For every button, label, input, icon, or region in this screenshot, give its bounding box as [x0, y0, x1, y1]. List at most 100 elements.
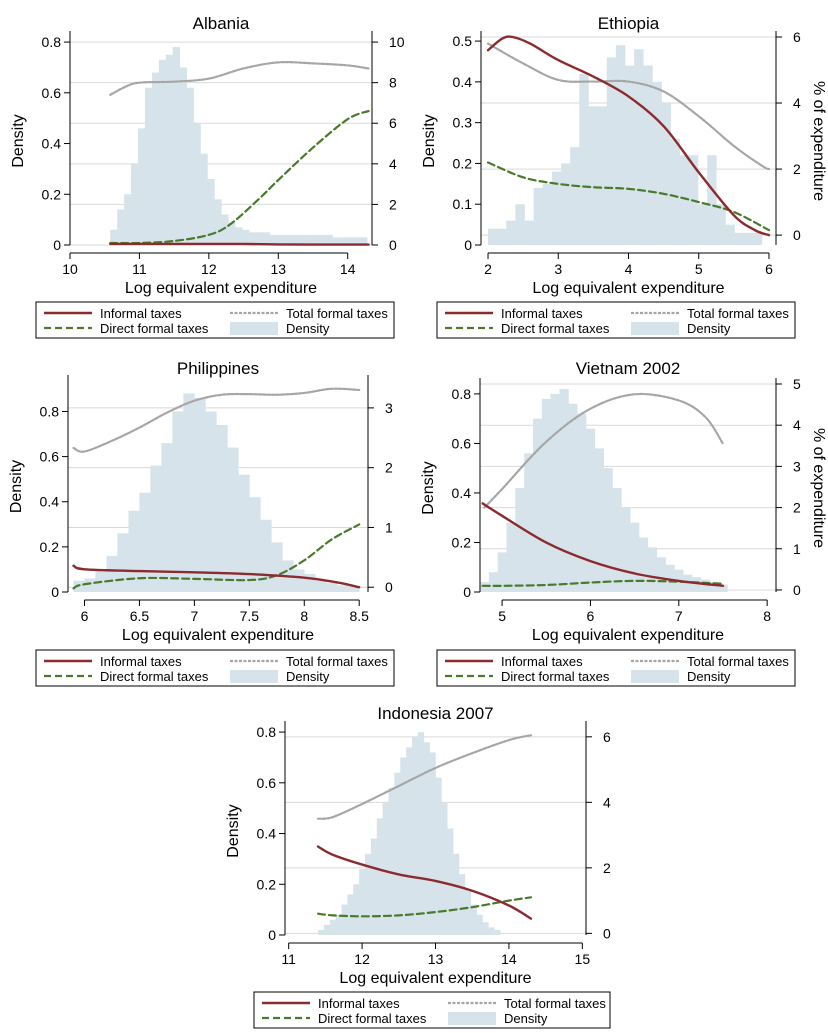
- density-bar: [311, 234, 319, 245]
- density-bar: [542, 183, 553, 245]
- density-bar: [183, 393, 195, 592]
- density-bar: [515, 204, 525, 245]
- density-bar: [624, 65, 635, 246]
- density-bar: [612, 488, 622, 592]
- series-line-total-formal-taxes: [316, 734, 533, 820]
- density-bar: [541, 398, 551, 592]
- y2-tick-label: 2: [389, 196, 397, 212]
- density-bar: [423, 742, 430, 935]
- x-tick-label: 14: [501, 951, 517, 967]
- density-bar: [207, 179, 215, 245]
- density-bar: [725, 224, 735, 245]
- y-tick-label: 0: [464, 237, 472, 253]
- legend-label-total: Total formal taxes: [504, 996, 606, 1011]
- legend-label-informal: Informal taxes: [318, 996, 400, 1011]
- density-bar: [347, 894, 354, 935]
- density-bar: [394, 772, 401, 935]
- density-bar: [315, 580, 327, 592]
- density-bar: [269, 234, 278, 245]
- series-line-informal-taxes: [316, 845, 533, 920]
- y2-tick-label: 0: [603, 925, 611, 941]
- legend-label-density: Density: [286, 669, 330, 684]
- series-line-direct-formal-taxes: [486, 161, 771, 232]
- series-line-direct-formal-taxes: [316, 896, 533, 918]
- x-tick-label: 6.5: [130, 608, 150, 624]
- y-axis-label: Density: [225, 804, 242, 857]
- y-tick-label: 0: [268, 927, 276, 943]
- y-tick-label: 0.4: [453, 74, 473, 90]
- density-bar: [570, 147, 580, 245]
- density-bar: [447, 828, 454, 935]
- density-bar: [718, 584, 728, 592]
- density-bar: [524, 220, 534, 245]
- legend-box: [436, 649, 796, 687]
- y2-tick-label: 4: [793, 95, 801, 111]
- density-bar: [214, 199, 222, 245]
- density-bar: [124, 194, 132, 245]
- density-bar: [329, 919, 336, 935]
- density-bar: [205, 411, 217, 592]
- x-tick-label: 10: [62, 261, 78, 277]
- density-bar: [117, 209, 125, 245]
- chart-title: Vietnam 2002: [576, 359, 681, 378]
- legend-label-direct: Direct formal taxes: [501, 321, 610, 336]
- density-bar: [652, 81, 662, 245]
- x-tick-label: 2: [484, 261, 492, 277]
- chart-title: Albania: [193, 14, 250, 33]
- density-bar: [110, 229, 118, 245]
- density-bar: [128, 510, 140, 592]
- x-tick-label: 6: [587, 608, 595, 624]
- density-bar: [630, 522, 640, 592]
- density-bar: [297, 234, 305, 245]
- chart-title: Ethiopia: [598, 14, 660, 33]
- series-line-total-formal-taxes: [72, 387, 361, 453]
- density-bar: [506, 522, 516, 592]
- density-bar: [172, 47, 180, 245]
- y2-tick-label: 3: [793, 458, 801, 474]
- legend-label-total: Total formal taxes: [286, 654, 388, 669]
- y2-tick-label: 1: [793, 541, 801, 557]
- density-bar: [588, 106, 598, 245]
- y-tick-label: 0.2: [452, 534, 472, 550]
- y2-tick-label: 4: [389, 156, 397, 172]
- density-bar: [679, 155, 690, 245]
- density-bar: [453, 853, 460, 935]
- x-axis-label: Log equivalent expenditure: [532, 627, 724, 644]
- y-tick-label: 0.6: [257, 775, 277, 791]
- y-tick-label: 0.3: [453, 115, 473, 131]
- y-tick-label: 0.8: [452, 386, 472, 402]
- y2-tick-label: 2: [603, 860, 611, 876]
- density-bar: [359, 869, 366, 935]
- density-bar: [260, 519, 272, 592]
- density-bar: [341, 904, 348, 935]
- y-tick-label: 0.2: [42, 186, 62, 202]
- density-bar: [304, 234, 312, 245]
- density-bar: [194, 397, 206, 592]
- y2-tick-label: 0: [793, 227, 801, 243]
- density-bar: [339, 237, 347, 245]
- density-bar: [238, 474, 250, 592]
- density-bar: [497, 228, 507, 245]
- density-bar: [382, 803, 389, 935]
- density-bar: [290, 234, 299, 245]
- x-tick-label: 8: [763, 608, 771, 624]
- x-tick-label: 8.5: [349, 608, 369, 624]
- density-bar: [670, 138, 681, 245]
- legend-swatch-density: [631, 322, 679, 335]
- density-bar: [429, 752, 436, 935]
- density-bar: [634, 49, 644, 246]
- density-bar: [700, 579, 711, 592]
- density-bar: [743, 232, 754, 245]
- density-bar: [559, 388, 569, 592]
- density-bar: [376, 818, 383, 935]
- density-bar: [353, 237, 361, 245]
- y-tick-label: 0.6: [42, 85, 62, 101]
- y2-tick-label: 0: [389, 237, 397, 253]
- legend: Informal taxes Total formal taxes Direct f…: [253, 991, 611, 1029]
- legend-label-informal: Informal taxes: [100, 306, 182, 321]
- density-bar: [283, 234, 292, 245]
- series-line-direct-formal-taxes: [72, 523, 361, 590]
- y-tick-label: 0.4: [452, 485, 472, 501]
